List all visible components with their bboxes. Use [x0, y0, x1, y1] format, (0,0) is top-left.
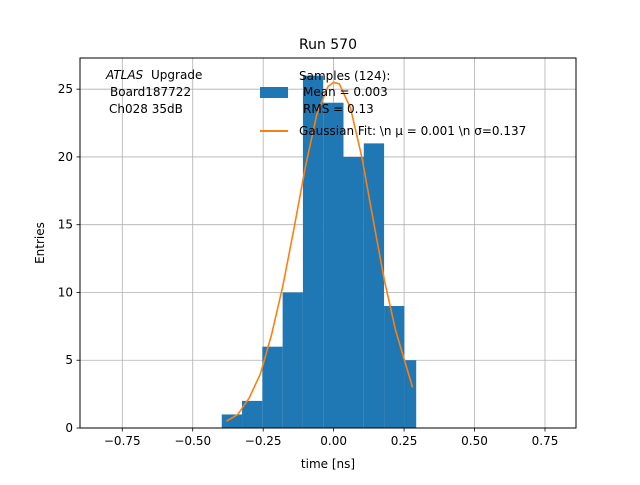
legend-histogram-line-1: Samples (124):: [299, 69, 390, 83]
histogram-bar: [282, 292, 303, 428]
channel-label: Ch028 35dB: [109, 102, 183, 116]
legend: Samples (124): Mean = 0.003 RMS = 0.13 G…: [260, 69, 526, 138]
x-axis-ticks: −0.75 −0.50 −0.25 0.00 0.25 0.50 0.75: [104, 428, 558, 448]
gaussian-fit-curve: [226, 81, 414, 422]
board-label: Board187722: [110, 85, 191, 99]
x-axis-label: time [ns]: [301, 457, 355, 471]
histogram-bar: [323, 102, 344, 428]
histogram-bar: [343, 156, 364, 428]
y-tick-label: 0: [65, 421, 73, 435]
y-axis-ticks: 0 5 10 15 20 25: [58, 82, 80, 435]
x-tick-label: 0.75: [532, 434, 559, 448]
legend-histogram-line-3: RMS = 0.13: [303, 102, 374, 116]
histogram-bar: [221, 414, 243, 428]
x-tick-label: 0.25: [391, 434, 418, 448]
histogram-bars: [221, 75, 417, 428]
y-axis-label: Entries: [33, 222, 47, 264]
chart-title: Run 570: [299, 37, 357, 53]
x-tick-label: −0.50: [174, 434, 211, 448]
y-tick-label: 20: [58, 150, 73, 164]
y-tick-label: 5: [65, 353, 73, 367]
x-tick-label: 0.50: [461, 434, 488, 448]
x-tick-label: −0.25: [245, 434, 282, 448]
atlas-annotation: ATLAS Upgrade Board187722 Ch028 35dB: [105, 68, 202, 116]
histogram-bar: [302, 75, 324, 428]
histogram-bar: [262, 346, 283, 428]
histogram-bar: [363, 143, 385, 428]
x-tick-label: −0.75: [104, 434, 141, 448]
legend-histogram-swatch: [260, 87, 288, 98]
histogram-bar: [404, 360, 417, 428]
x-tick-label: 0.00: [320, 434, 347, 448]
y-tick-label: 25: [58, 82, 73, 96]
legend-fit-label: Gaussian Fit: \n μ = 0.001 \n σ=0.137: [299, 124, 526, 138]
fit-layer: [226, 81, 414, 422]
histogram-bar: [384, 306, 405, 428]
plot-frame: [79, 57, 577, 429]
y-tick-label: 15: [58, 218, 73, 232]
y-tick-label: 10: [58, 285, 73, 299]
atlas-label: ATLAS: [105, 68, 144, 82]
histogram-bar: [242, 400, 263, 428]
svg-text:ATLAS Upgrade: ATLAS Upgrade: [105, 68, 202, 82]
legend-histogram-line-2: Mean = 0.003: [303, 85, 388, 99]
upgrade-label: Upgrade: [151, 68, 202, 82]
